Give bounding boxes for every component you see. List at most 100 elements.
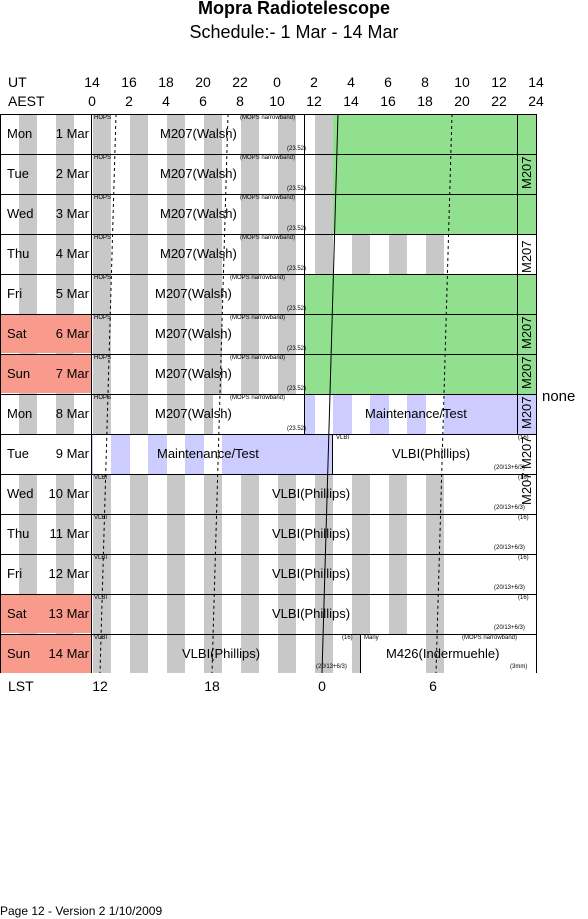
aest-tick-3: 6	[199, 93, 207, 109]
maintenance-block-1	[305, 394, 537, 434]
many-label: Many	[364, 635, 379, 641]
day-cell-10: Thu 11 Mar	[0, 514, 91, 553]
vlbi-area-day9	[333, 434, 517, 474]
grid-lines	[0, 114, 537, 673]
schedule-grid: Mon 1 Mar Tue 2 Mar Wed 3 Mar Thu 4 Mar Fri 5 Mar…	[0, 114, 537, 673]
overlay-stripe-0-19	[351, 394, 370, 434]
code20-13: (20/13+6/3)	[316, 664, 347, 670]
m207-green-block-1	[333, 114, 537, 234]
vlbi-small-13: VLBI	[94, 635, 108, 641]
day-cell-7: Mon 8 Mar	[0, 394, 91, 433]
code20-10: (20/13+6/3)	[494, 545, 525, 551]
day-cell-8: Tue 9 Mar	[0, 434, 91, 473]
m207-label-6: M207(Walsh)	[155, 366, 232, 381]
day-of-week: Fri	[7, 566, 23, 581]
day-of-week: Sat	[7, 326, 27, 341]
stripes-stripe-13	[240, 114, 259, 673]
freq-label-3: (23.52)	[287, 266, 307, 272]
none-label: none	[542, 388, 576, 405]
aest-tick-4: 8	[236, 93, 244, 109]
overlay-stripe-0-15	[277, 394, 296, 434]
m207-label-4: M207(Walsh)	[155, 286, 232, 301]
hops-label-0: HOPS	[94, 115, 112, 121]
day-of-week: Fri	[7, 286, 23, 301]
overlay-stripe-0-11	[213, 394, 222, 434]
vlbi-label-13: VLBI(Phillips)	[182, 646, 261, 661]
m426-label: M426(Indermuehle)	[386, 646, 500, 661]
day-of-week: Tue	[7, 446, 29, 461]
day-of-week: Sun	[7, 366, 31, 381]
day-of-week: Thu	[7, 246, 30, 261]
day-date: 12 Mar	[48, 566, 89, 581]
ut-tick-2: 18	[158, 74, 174, 90]
day-of-week: Sun	[7, 646, 31, 661]
ut-tick-8: 6	[384, 74, 392, 90]
mops-label-7: (MOPS narrowband)	[230, 395, 286, 401]
m207-vertical-4: M207	[519, 396, 534, 429]
freq-label-7: (23.52)	[287, 426, 307, 432]
vlbi-label-10: VLBI(Phillips)	[272, 526, 351, 541]
stripes-stripe-15	[277, 114, 296, 673]
m207-label-3: M207(Walsh)	[160, 246, 237, 261]
maintenance-label-0: Maintenance/Test	[365, 406, 467, 421]
day-date: 1 Mar	[55, 126, 89, 141]
mm3-label: (3mm)	[510, 664, 528, 670]
page-title: Mopra Radiotelescope	[197, 0, 391, 18]
aest-tick-5: 10	[269, 93, 285, 109]
day-of-week: Wed	[7, 486, 34, 501]
ut-tick-6: 2	[310, 74, 318, 90]
day-date: 6 Mar	[55, 326, 89, 341]
lst-label: LST	[8, 678, 34, 694]
ut-tick-9: 8	[421, 74, 429, 90]
day-date: 13 Mar	[48, 606, 89, 621]
stripes-stripe-7	[129, 114, 148, 673]
code16-13: (16)	[342, 635, 353, 641]
day-of-week: Sat	[7, 606, 27, 621]
overlay-stripe-1-1	[18, 434, 37, 474]
aest-tick-0: 0	[88, 93, 96, 109]
overlay-stripe-1-7	[129, 434, 148, 474]
mops-label-3: (MOPS narrowband)	[240, 235, 296, 241]
day-date: 3 Mar	[55, 206, 89, 221]
overlay-stripe-1-3	[55, 434, 74, 474]
day-date: 7 Mar	[55, 366, 89, 381]
vlbi-small-8: VLBI	[336, 435, 350, 441]
vlbi-small-9: VLBI	[94, 475, 108, 481]
day-cell-0: Mon 1 Mar	[0, 114, 91, 153]
page-subtitle: Schedule:- 1 Mar - 14 Mar	[189, 22, 399, 42]
aest-tick-1: 2	[125, 93, 133, 109]
stripes-stripe-9	[166, 114, 185, 673]
vlbi-label-12: VLBI(Phillips)	[272, 606, 351, 621]
day-date: 10 Mar	[48, 486, 89, 501]
m207-vertical-2: M207	[519, 316, 534, 349]
vlbi-small-11: VLBI	[94, 555, 108, 561]
lst-tick-3: 6	[429, 678, 437, 694]
day-date: 11 Mar	[49, 526, 90, 541]
freq-label-4: (23.52)	[287, 306, 307, 312]
lst-tick-1: 18	[204, 678, 220, 694]
day-of-week: Mon	[7, 126, 33, 141]
code16-11: (16)	[518, 555, 529, 561]
code16-9: (16)	[518, 475, 529, 481]
aest-tick-2: 4	[162, 93, 170, 109]
aest-tick-11: 22	[491, 93, 507, 109]
hops-label-6: HOPS	[94, 355, 112, 361]
hops-label-3: HOPS	[94, 235, 112, 241]
overlay-stripe-0-13	[240, 394, 259, 434]
vlbi-small-12: VLBI	[94, 595, 108, 601]
m207-label-1: M207(Walsh)	[160, 166, 237, 181]
m207-label-0: M207(Walsh)	[160, 126, 237, 141]
stripes-stripe-1	[18, 114, 37, 673]
aest-tick-6: 12	[306, 93, 322, 109]
ut-tick-5: 0	[273, 74, 281, 90]
mops-label-6: (MOPS narrowband)	[230, 355, 286, 361]
day-date: 4 Mar	[55, 246, 89, 261]
freq-label-2: (23.52)	[287, 226, 307, 232]
day-of-week: Wed	[7, 206, 34, 221]
mops-label-13: (MOPS narrowband)	[462, 635, 518, 641]
day-cell-1: Tue 2 Mar	[0, 154, 91, 193]
freq-label-5: (23.52)	[287, 346, 307, 352]
code20-9: (20/13+6/3)	[494, 505, 525, 511]
overlay-stripe-0-21	[388, 394, 407, 434]
mops-label-1: (MOPS narrowband)	[240, 155, 296, 161]
